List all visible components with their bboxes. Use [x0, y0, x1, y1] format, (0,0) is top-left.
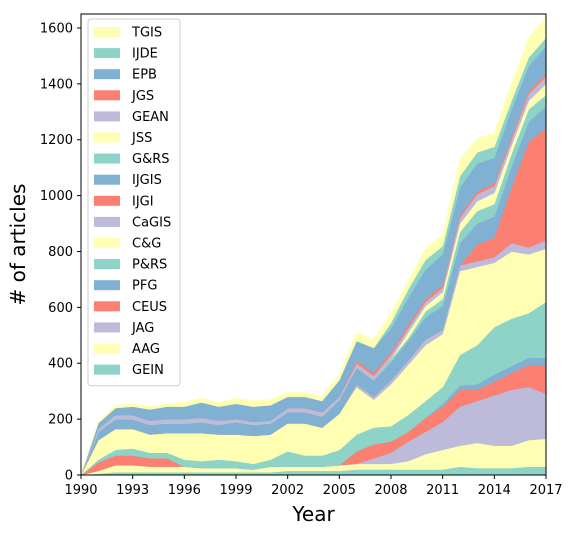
y-tick-label: 200 — [48, 413, 73, 428]
legend-item-gein: GEIN — [94, 363, 164, 378]
legend-swatch — [94, 27, 120, 37]
legend-label: C&G — [132, 237, 161, 252]
legend-swatch — [94, 259, 120, 270]
legend-box — [87, 18, 181, 387]
legend-label: TGIS — [131, 26, 162, 41]
legend-item-epb: EPB — [94, 68, 157, 83]
x-tick-label: 1993 — [116, 483, 149, 498]
x-tick-label: 2014 — [478, 483, 511, 498]
legend-label: JAG — [131, 321, 154, 336]
legend-swatch — [94, 301, 120, 312]
legend-swatch — [94, 343, 120, 354]
x-axis-title: Year — [291, 502, 335, 526]
legend-item-jss: JSS — [94, 131, 152, 146]
y-tick-label: 1200 — [40, 133, 73, 148]
legend-item-cagis: CaGIS — [94, 215, 171, 230]
legend-swatch — [94, 111, 120, 122]
x-tick-label: 2011 — [426, 483, 459, 498]
legend-label: GEIN — [132, 363, 164, 378]
legend-label: P&RS — [132, 258, 167, 273]
y-axis-title: # of articles — [6, 184, 30, 306]
y-tick-label: 600 — [48, 301, 73, 316]
y-tick-label: 800 — [48, 245, 73, 260]
legend-swatch — [94, 238, 120, 248]
legend-swatch — [94, 174, 120, 185]
legend-swatch — [94, 132, 120, 143]
legend-item-ijgis: IJGIS — [94, 173, 162, 188]
legend-swatch — [94, 280, 120, 291]
x-tick-label: 1999 — [219, 483, 252, 498]
legend-label: IJGI — [132, 194, 154, 209]
y-tick-label: 1600 — [40, 21, 73, 36]
x-tick-label: 2005 — [323, 483, 356, 498]
legend-label: IJDE — [132, 47, 158, 62]
legend-item-aag: AAG — [94, 342, 160, 357]
legend-label: CaGIS — [132, 215, 171, 230]
y-tick-label: 1400 — [40, 77, 73, 92]
x-tick-label: 1996 — [168, 483, 201, 498]
legend-item-tgis: TGIS — [94, 26, 162, 41]
legend-swatch — [94, 364, 120, 375]
legend-item-candg: C&G — [94, 237, 161, 252]
legend-label: JGS — [131, 89, 154, 104]
legend-item-jag: JAG — [94, 321, 154, 336]
legend-label: IJGIS — [132, 173, 162, 188]
x-tick-label: 1990 — [64, 483, 97, 498]
legend-item-ijde: IJDE — [94, 47, 158, 62]
legend-swatch — [94, 48, 120, 59]
legend-label: JSS — [131, 131, 152, 146]
legend-item-jgs: JGS — [94, 89, 154, 104]
legend-label: CEUS — [132, 300, 167, 315]
y-tick-label: 0 — [65, 469, 73, 484]
legend-swatch — [94, 216, 120, 227]
y-tick-label: 400 — [48, 357, 73, 372]
legend-swatch — [94, 69, 120, 80]
legend-label: EPB — [132, 68, 157, 83]
legend-swatch — [94, 90, 120, 101]
legend-label: PFG — [132, 279, 157, 294]
legend-swatch — [94, 322, 120, 333]
legend-item-ijgi: IJGI — [94, 194, 154, 209]
legend-item-ceus: CEUS — [94, 300, 167, 315]
plot-frame — [80, 13, 547, 476]
legend-item-gean: GEAN — [94, 110, 169, 125]
x-tick-label: 2002 — [271, 483, 304, 498]
legend-swatch — [94, 153, 120, 164]
legend-item-pfg: PFG — [94, 279, 157, 294]
legend-label: GEAN — [132, 110, 169, 125]
x-tick-label: 2017 — [529, 483, 562, 498]
legend-swatch — [94, 195, 120, 206]
legend-label: AAG — [132, 342, 160, 357]
legend-item-gandrs: G&RS — [94, 152, 170, 167]
legend-item-pandrs: P&RS — [94, 258, 167, 273]
x-tick-label: 2008 — [374, 483, 407, 498]
y-tick-label: 1000 — [40, 189, 73, 204]
legend-label: G&RS — [132, 152, 170, 167]
